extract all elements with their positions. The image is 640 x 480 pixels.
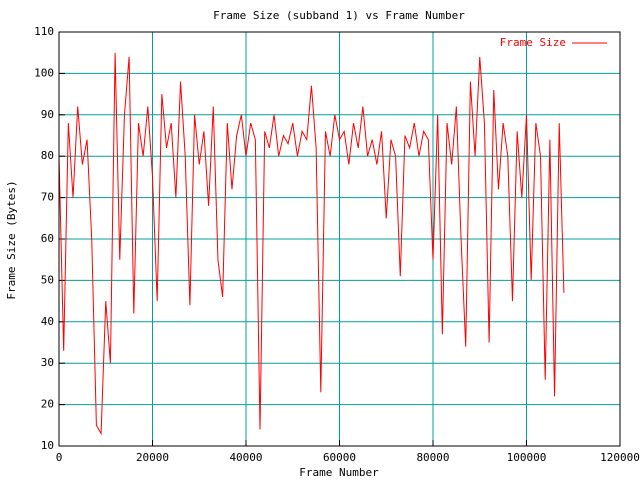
chart-title: Frame Size (subband 1) vs Frame Number: [213, 9, 465, 22]
y-tick-label: 110: [34, 25, 54, 38]
x-tick-label: 40000: [229, 451, 262, 464]
x-tick-label: 100000: [507, 451, 547, 464]
y-tick-label: 10: [41, 439, 54, 452]
x-tick-label: 120000: [600, 451, 640, 464]
x-tick-label: 20000: [136, 451, 169, 464]
y-axis-label: Frame Size (Bytes): [5, 180, 18, 299]
y-tick-label: 40: [41, 315, 54, 328]
y-tick-label: 80: [41, 149, 54, 162]
y-tick-label: 50: [41, 273, 54, 286]
x-axis-label: Frame Number: [299, 466, 379, 479]
plot-border: [58, 31, 621, 447]
y-tick-label: 30: [41, 356, 54, 369]
x-tick-label: 80000: [416, 451, 449, 464]
x-tick-label: 60000: [323, 451, 356, 464]
y-tick-label: 20: [41, 398, 54, 411]
y-tick-label: 90: [41, 108, 54, 121]
y-tick-label: 60: [41, 232, 54, 245]
line-series: [58, 52, 565, 436]
legend-label: Frame Size: [500, 36, 566, 49]
y-tick-label: 70: [41, 191, 54, 204]
x-tick-label: 0: [56, 451, 63, 464]
y-tick-label: 100: [34, 66, 54, 79]
